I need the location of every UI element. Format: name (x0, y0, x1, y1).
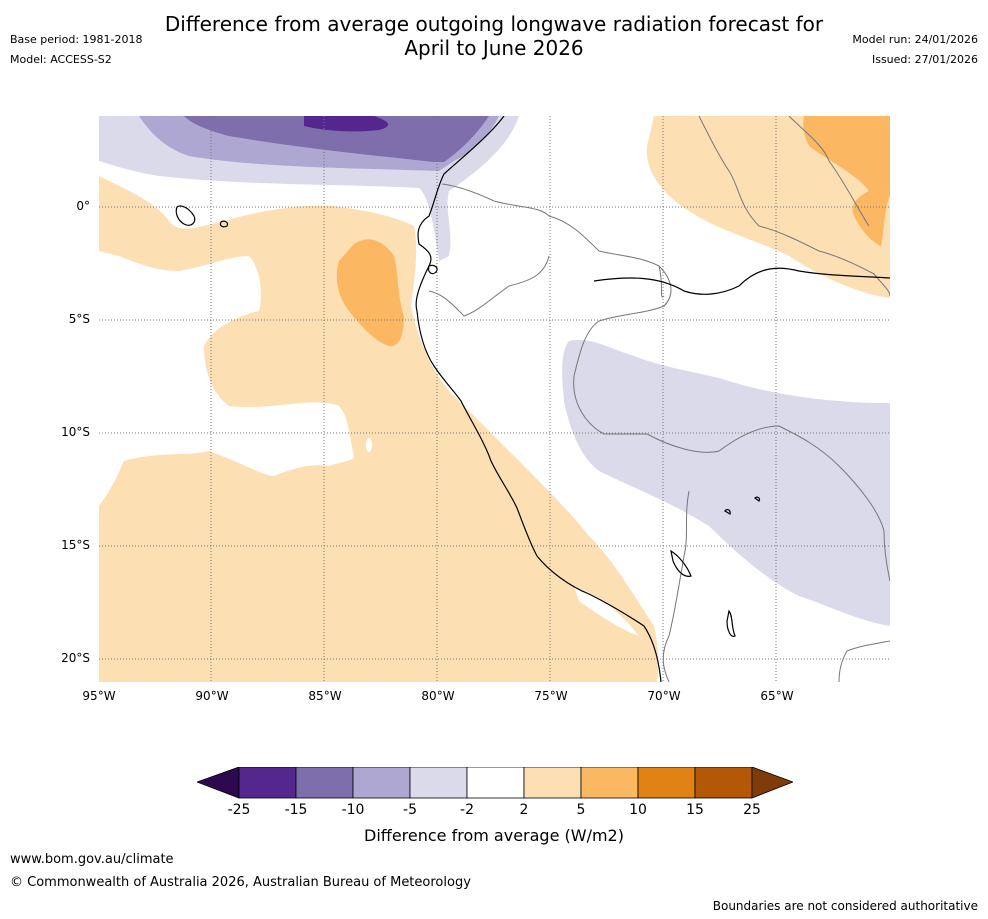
coastline (175, 116, 890, 682)
lon-label-90w: 90°W (195, 689, 229, 703)
meta-left: Base period: 1981-2018 Model: ACCESS-S2 (10, 30, 142, 70)
notch-white-1 (574, 586, 639, 636)
notch-white-2 (366, 438, 372, 452)
colorbar-tick: -2 (460, 802, 474, 818)
colorbar-tick: -5 (403, 802, 417, 818)
colorbar-bin (409, 766, 468, 799)
colorbar-tick: 10 (629, 802, 647, 818)
contour-purple-darkest (304, 116, 389, 132)
colorbar-tick: 5 (576, 802, 586, 818)
colorbar-arrow-right (751, 766, 795, 799)
colorbar-bin (637, 766, 696, 799)
colorbar-tick: 15 (686, 802, 704, 818)
contour-lavender-east (562, 339, 890, 626)
lat-label-10s: 10°S (61, 425, 90, 439)
colorbar (195, 766, 795, 803)
meta-right: Model run: 24/01/2026 Issued: 27/01/2026 (852, 30, 978, 70)
country-borders (428, 116, 890, 682)
base-period: Base period: 1981-2018 (10, 33, 143, 46)
lon-label-65w: 65°W (760, 689, 794, 703)
title-line-1: Difference from average outgoing longwav… (164, 12, 824, 36)
colorbar-tick: 2 (519, 802, 529, 818)
issued-date: Issued: 27/01/2026 (871, 53, 978, 66)
footer-url[interactable]: www.bom.gov.au/climate (10, 852, 174, 867)
lat-label-0: 0° (76, 199, 90, 213)
lat-label-20s: 20°S (61, 651, 90, 665)
contour-orange-light-main (99, 176, 659, 682)
map-gridlines (99, 116, 890, 682)
lat-label-5s: 5°S (68, 312, 90, 326)
lon-label-80w: 80°W (421, 689, 455, 703)
footer-copyright: © Commonwealth of Australia 2026, Austra… (10, 875, 471, 890)
colorbar-label: Difference from average (W/m2) (364, 826, 624, 845)
lon-label-70w: 70°W (647, 689, 681, 703)
contour-orange-mid-blob (336, 239, 404, 347)
model-name: Model: ACCESS-S2 (10, 53, 112, 66)
contour-orange-mid-ne (803, 116, 890, 246)
contour-purple-dark (184, 116, 489, 162)
colorbar-tick: -25 (227, 802, 251, 818)
model-run: Model run: 24/01/2026 (852, 33, 978, 46)
colorbar-svg (195, 766, 795, 799)
colorbar-bin (580, 766, 639, 799)
lon-label-85w: 85°W (308, 689, 342, 703)
colorbar-bin (295, 766, 354, 799)
footer-disclaimer: Boundaries are not considered authoritat… (712, 899, 978, 913)
colorbar-bin (466, 766, 525, 799)
colorbar-bin (523, 766, 582, 799)
lon-label-75w: 75°W (534, 689, 568, 703)
map-panel (99, 116, 890, 682)
colorbar-tick: 25 (743, 802, 761, 818)
colorbar-bin (238, 766, 297, 799)
colorbar-tick: -10 (341, 802, 365, 818)
colorbar-bin (352, 766, 411, 799)
colorbar-arrow-left (195, 766, 240, 799)
lon-label-95w: 95°W (82, 689, 116, 703)
map-svg (99, 116, 890, 682)
chart-title: Difference from average outgoing longwav… (0, 12, 988, 60)
title-line-2: April to June 2026 (404, 36, 584, 60)
lat-label-15s: 15°S (61, 538, 90, 552)
colorbar-bin (694, 766, 753, 799)
colorbar-tick: -15 (284, 802, 308, 818)
